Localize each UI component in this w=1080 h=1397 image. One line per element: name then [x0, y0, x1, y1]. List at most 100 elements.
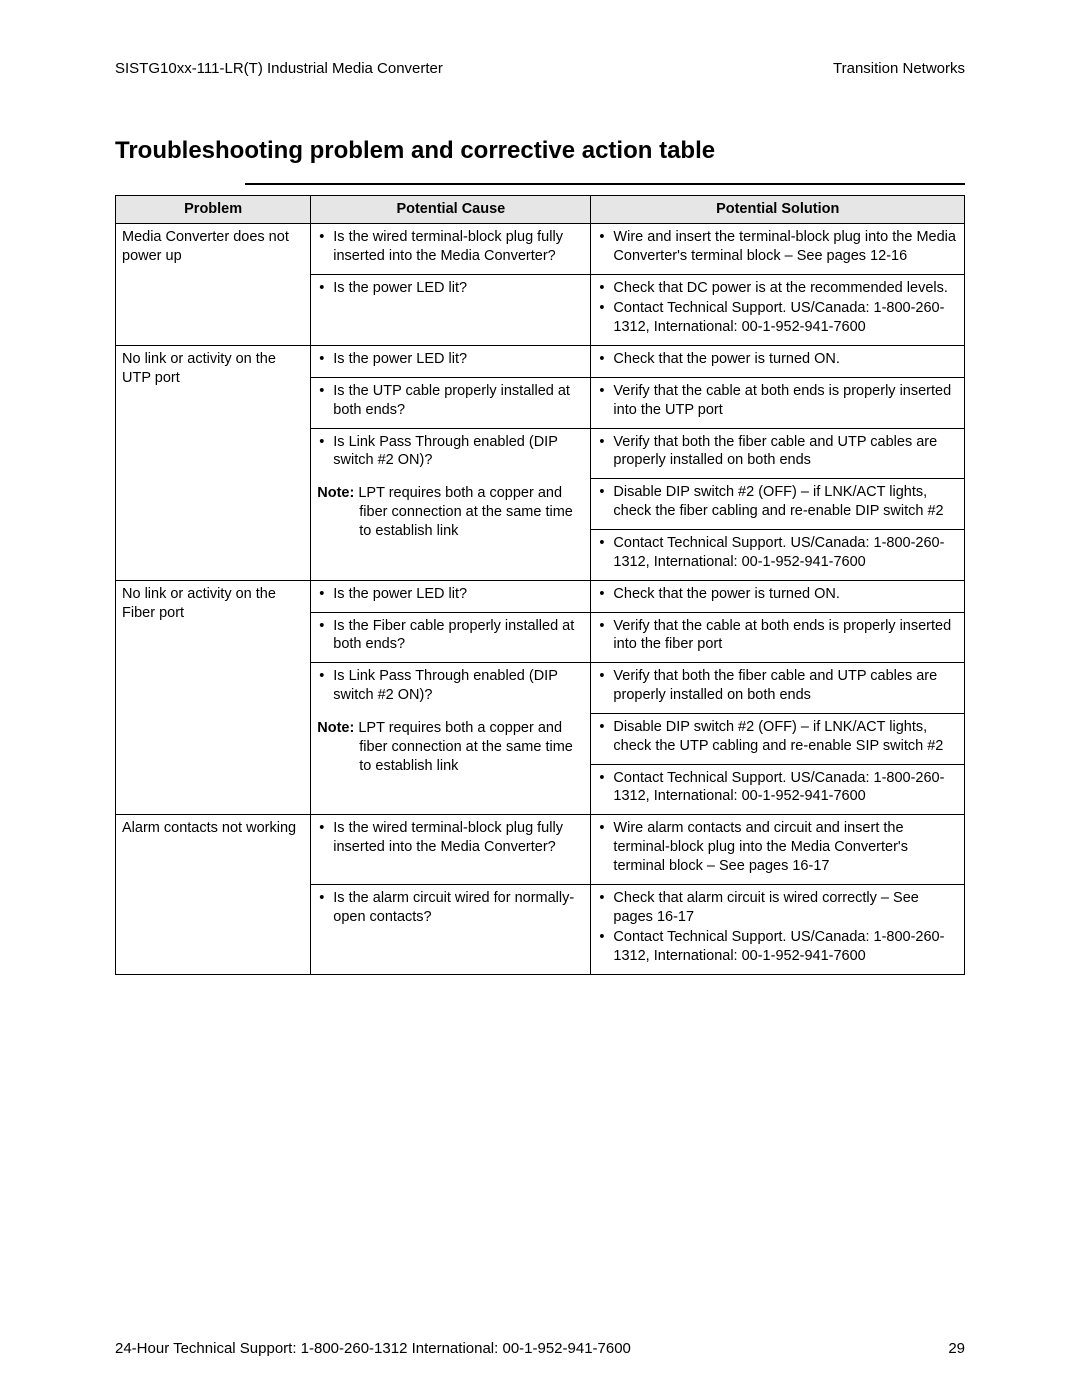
- col-header-problem: Problem: [116, 196, 311, 224]
- problem-cell: Media Converter does not power up: [116, 223, 311, 345]
- bullet-list: Verify that the cable at both ends is pr…: [597, 382, 958, 420]
- solution-cell: Disable DIP switch #2 (OFF) – if LNK/ACT…: [591, 479, 965, 530]
- solution-cell: Contact Technical Support. US/Canada: 1-…: [591, 529, 965, 580]
- bullet-item: Verify that both the fiber cable and UTP…: [597, 667, 958, 705]
- table-row: Media Converter does not power upIs the …: [116, 223, 965, 274]
- solution-cell: Wire alarm contacts and circuit and inse…: [591, 815, 965, 885]
- problem-cell: No link or activity on the UTP port: [116, 346, 311, 581]
- bullet-item: Contact Technical Support. US/Canada: 1-…: [597, 769, 958, 807]
- bullet-list: Check that the power is turned ON.: [597, 585, 958, 604]
- bullet-item: Check that alarm circuit is wired correc…: [597, 889, 958, 927]
- troubleshooting-table: Problem Potential Cause Potential Soluti…: [115, 195, 965, 975]
- note-block: Note: LPT requires both a copper and fib…: [317, 484, 584, 541]
- bullet-item: Wire alarm contacts and circuit and inse…: [597, 819, 958, 876]
- page-header: SISTG10xx-111-LR(T) Industrial Media Con…: [115, 60, 965, 77]
- bullet-item: Is the UTP cable properly installed at b…: [317, 382, 584, 420]
- bullet-item: Is the power LED lit?: [317, 350, 584, 369]
- solution-cell: Verify that the cable at both ends is pr…: [591, 377, 965, 428]
- bullet-list: Disable DIP switch #2 (OFF) – if LNK/ACT…: [597, 483, 958, 521]
- header-right: Transition Networks: [833, 60, 965, 77]
- solution-cell: Check that DC power is at the recommende…: [591, 274, 965, 346]
- bullet-item: Wire and insert the terminal-block plug …: [597, 228, 958, 266]
- bullet-list: Is the UTP cable properly installed at b…: [317, 382, 584, 420]
- bullet-item: Is Link Pass Through enabled (DIP switch…: [317, 667, 584, 705]
- bullet-list: Disable DIP switch #2 (OFF) – if LNK/ACT…: [597, 718, 958, 756]
- cause-cell: Is the power LED lit?: [311, 346, 591, 378]
- bullet-item: Is the wired terminal-block plug fully i…: [317, 228, 584, 266]
- bullet-list: Check that the power is turned ON.: [597, 350, 958, 369]
- bullet-list: Check that DC power is at the recommende…: [597, 279, 958, 338]
- cause-cell: Is the alarm circuit wired for normally-…: [311, 884, 591, 974]
- table-row: No link or activity on the Fiber portIs …: [116, 580, 965, 612]
- bullet-item: Check that the power is turned ON.: [597, 350, 958, 369]
- title-rule-wrap: [115, 183, 965, 185]
- bullet-list: Contact Technical Support. US/Canada: 1-…: [597, 769, 958, 807]
- bullet-list: Is the wired terminal-block plug fully i…: [317, 228, 584, 266]
- cause-cell: Is the power LED lit?: [311, 274, 591, 346]
- cause-cell: Is the Fiber cable properly installed at…: [311, 612, 591, 663]
- bullet-item: Check that DC power is at the recommende…: [597, 279, 958, 298]
- bullet-item: Is the power LED lit?: [317, 279, 584, 298]
- bullet-item: Is the Fiber cable properly installed at…: [317, 617, 584, 655]
- bullet-list: Contact Technical Support. US/Canada: 1-…: [597, 534, 958, 572]
- bullet-item: Verify that both the fiber cable and UTP…: [597, 433, 958, 471]
- table-body: Media Converter does not power upIs the …: [116, 223, 965, 974]
- bullet-item: Contact Technical Support. US/Canada: 1-…: [597, 534, 958, 572]
- cause-cell: Is Link Pass Through enabled (DIP switch…: [311, 663, 591, 815]
- bullet-item: Is Link Pass Through enabled (DIP switch…: [317, 433, 584, 471]
- cause-cell: Is the wired terminal-block plug fully i…: [311, 815, 591, 885]
- col-header-cause: Potential Cause: [311, 196, 591, 224]
- bullet-item: Is the alarm circuit wired for normally-…: [317, 889, 584, 927]
- problem-cell: Alarm contacts not working: [116, 815, 311, 975]
- bullet-list: Is Link Pass Through enabled (DIP switch…: [317, 433, 584, 471]
- solution-cell: Verify that both the fiber cable and UTP…: [591, 428, 965, 479]
- table-header-row: Problem Potential Cause Potential Soluti…: [116, 196, 965, 224]
- bullet-item: Contact Technical Support. US/Canada: 1-…: [597, 299, 958, 337]
- bullet-list: Wire alarm contacts and circuit and inse…: [597, 819, 958, 876]
- solution-cell: Contact Technical Support. US/Canada: 1-…: [591, 764, 965, 815]
- problem-cell: No link or activity on the Fiber port: [116, 580, 311, 815]
- solution-cell: Wire and insert the terminal-block plug …: [591, 223, 965, 274]
- bullet-item: Contact Technical Support. US/Canada: 1-…: [597, 928, 958, 966]
- bullet-list: Check that alarm circuit is wired correc…: [597, 889, 958, 966]
- note-block: Note: LPT requires both a copper and fib…: [317, 719, 584, 776]
- cause-cell: Is Link Pass Through enabled (DIP switch…: [311, 428, 591, 580]
- bullet-list: Verify that both the fiber cable and UTP…: [597, 667, 958, 705]
- bullet-list: Is the power LED lit?: [317, 279, 584, 298]
- bullet-item: Check that the power is turned ON.: [597, 585, 958, 604]
- note-label: Note:: [317, 485, 358, 501]
- solution-cell: Disable DIP switch #2 (OFF) – if LNK/ACT…: [591, 713, 965, 764]
- cause-cell: Is the power LED lit?: [311, 580, 591, 612]
- bullet-list: Verify that the cable at both ends is pr…: [597, 617, 958, 655]
- bullet-item: Verify that the cable at both ends is pr…: [597, 617, 958, 655]
- bullet-list: Is the wired terminal-block plug fully i…: [317, 819, 584, 857]
- cause-cell: Is the UTP cable properly installed at b…: [311, 377, 591, 428]
- bullet-list: Is the power LED lit?: [317, 350, 584, 369]
- solution-cell: Check that the power is turned ON.: [591, 580, 965, 612]
- page-footer: 24-Hour Technical Support: 1-800-260-131…: [115, 1340, 965, 1357]
- solution-cell: Verify that both the fiber cable and UTP…: [591, 663, 965, 714]
- bullet-list: Is Link Pass Through enabled (DIP switch…: [317, 667, 584, 705]
- bullet-list: Verify that both the fiber cable and UTP…: [597, 433, 958, 471]
- bullet-item: Disable DIP switch #2 (OFF) – if LNK/ACT…: [597, 483, 958, 521]
- solution-cell: Verify that the cable at both ends is pr…: [591, 612, 965, 663]
- solution-cell: Check that the power is turned ON.: [591, 346, 965, 378]
- solution-cell: Check that alarm circuit is wired correc…: [591, 884, 965, 974]
- note-label: Note:: [317, 720, 358, 736]
- bullet-item: Is the wired terminal-block plug fully i…: [317, 819, 584, 857]
- table-row: Alarm contacts not workingIs the wired t…: [116, 815, 965, 885]
- bullet-item: Disable DIP switch #2 (OFF) – if LNK/ACT…: [597, 718, 958, 756]
- bullet-list: Is the Fiber cable properly installed at…: [317, 617, 584, 655]
- footer-left: 24-Hour Technical Support: 1-800-260-131…: [115, 1340, 631, 1357]
- bullet-list: Is the alarm circuit wired for normally-…: [317, 889, 584, 927]
- header-left: SISTG10xx-111-LR(T) Industrial Media Con…: [115, 60, 443, 77]
- footer-page-number: 29: [948, 1340, 965, 1357]
- section-title: Troubleshooting problem and corrective a…: [115, 137, 965, 165]
- table-row: No link or activity on the UTP portIs th…: [116, 346, 965, 378]
- col-header-solution: Potential Solution: [591, 196, 965, 224]
- bullet-item: Is the power LED lit?: [317, 585, 584, 604]
- bullet-list: Wire and insert the terminal-block plug …: [597, 228, 958, 266]
- bullet-item: Verify that the cable at both ends is pr…: [597, 382, 958, 420]
- cause-cell: Is the wired terminal-block plug fully i…: [311, 223, 591, 274]
- bullet-list: Is the power LED lit?: [317, 585, 584, 604]
